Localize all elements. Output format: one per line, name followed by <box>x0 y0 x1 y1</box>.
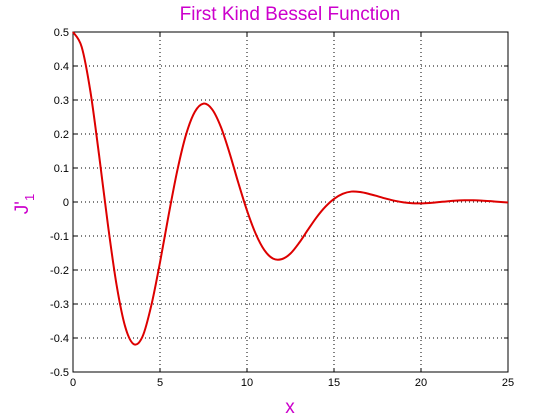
y-tick-label: -0.1 <box>50 231 69 243</box>
x-tick-label: 0 <box>70 377 76 389</box>
y-tick-label: 0 <box>63 197 69 209</box>
y-tick-label: -0.5 <box>50 367 69 379</box>
chart-title: First Kind Bessel Function <box>180 4 401 25</box>
y-axis-label-main: J' <box>12 201 33 214</box>
y-tick-label: -0.2 <box>50 265 69 277</box>
y-tick-label: 0.3 <box>54 95 69 107</box>
y-tick-label: 0.5 <box>54 27 69 39</box>
y-axis-label: J'1 <box>12 194 37 214</box>
series-layer <box>72 31 509 346</box>
y-tick-label: -0.3 <box>50 299 69 311</box>
grid <box>73 32 508 372</box>
x-tick-label: 10 <box>241 377 253 389</box>
series-line <box>72 31 509 346</box>
x-tick-label: 20 <box>415 377 427 389</box>
svg-text:J'1: J'1 <box>12 194 37 214</box>
y-axis-label-sub: 1 <box>22 194 37 201</box>
x-tick-label: 5 <box>157 377 163 389</box>
y-tick-label: 0.1 <box>54 163 69 175</box>
y-tick-label: 0.2 <box>54 129 69 141</box>
y-tick-label: 0.4 <box>54 61 69 73</box>
y-tick-label: -0.4 <box>50 333 69 345</box>
x-tick-label: 15 <box>328 377 340 389</box>
axis-ticks: 0 5 10 15 20 25 -0.5 -0.4 -0.3 -0.2 -0.1 0 0.1 0.2 0.3… <box>50 27 514 389</box>
x-axis-label: x <box>285 397 295 418</box>
x-tick-label: 25 <box>502 377 514 389</box>
